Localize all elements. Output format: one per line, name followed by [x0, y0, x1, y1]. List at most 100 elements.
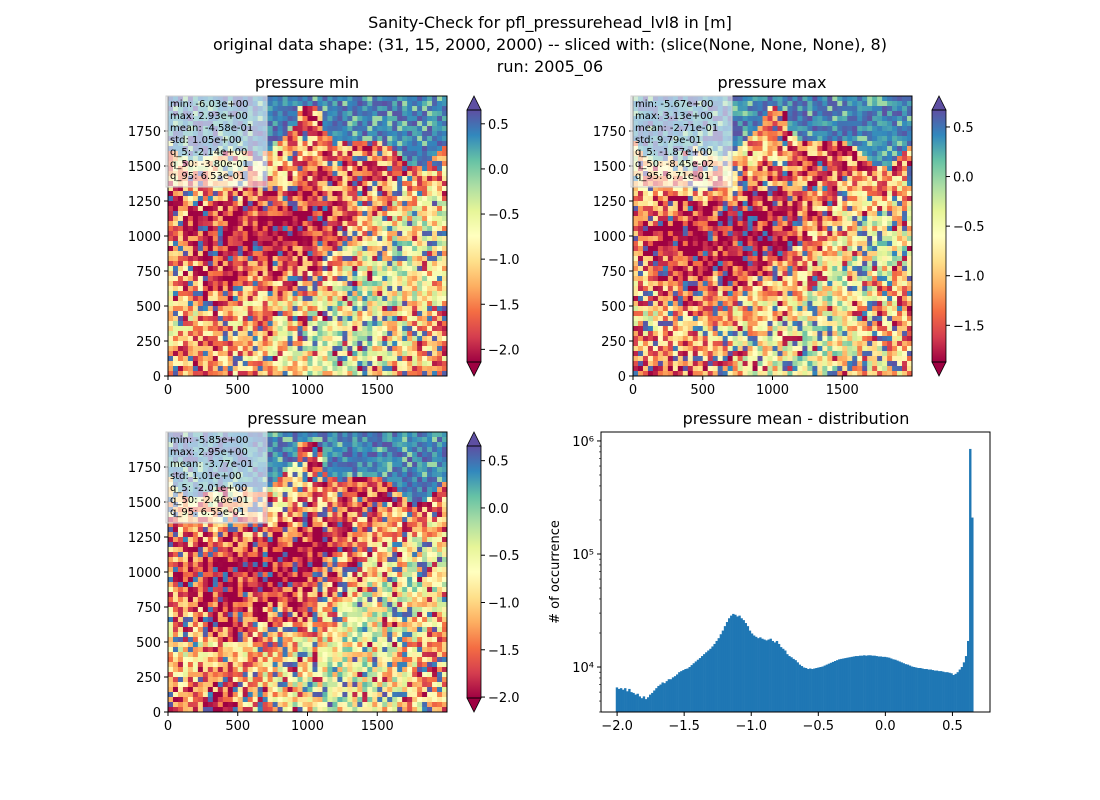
- x-tick-label: −1.5: [668, 719, 700, 734]
- histogram-bar: [890, 658, 893, 712]
- histogram-bar: [958, 669, 962, 712]
- histogram-bar: [734, 614, 737, 712]
- plot-frame: [600, 431, 991, 713]
- histogram-bar: [869, 655, 872, 712]
- stats-line: std: 9.79e-01: [635, 135, 702, 146]
- histogram-bar: [942, 671, 945, 712]
- histogram-bar: [786, 654, 789, 712]
- histogram-bar: [673, 676, 677, 712]
- y-tick-label: 1500: [128, 496, 161, 511]
- histogram-bar: [875, 656, 878, 712]
- histogram-bar: [690, 665, 693, 712]
- histogram-bar: [628, 688, 631, 712]
- histogram-bar: [877, 656, 881, 712]
- x-tick-label: 500: [690, 383, 715, 398]
- histogram-bar: [809, 668, 812, 712]
- histogram-bar: [800, 666, 804, 712]
- histogram-bar: [779, 647, 783, 712]
- histogram-bar: [902, 663, 905, 712]
- histogram-bar: [950, 673, 953, 712]
- histogram-bar: [848, 657, 851, 712]
- histogram-bar: [713, 643, 716, 712]
- histogram-bar: [865, 655, 868, 712]
- histogram-bar: [630, 692, 633, 712]
- colorbar-extend-max-arrow: [466, 95, 482, 111]
- colorbar-gradient: [467, 446, 481, 698]
- histogram-bar: [703, 654, 706, 712]
- y-tick-label: 1750: [593, 125, 626, 140]
- histogram-bar: [831, 661, 835, 712]
- histogram-bar: [881, 656, 885, 712]
- histogram-bar: [655, 688, 658, 712]
- colorbar-tick-label: −1.0: [488, 596, 520, 611]
- stats-line: q_5: -2.14e+00: [170, 147, 247, 158]
- colorbar-tick-label: −1.0: [953, 270, 985, 285]
- histogram-bar: [937, 671, 941, 712]
- histogram-bar: [944, 672, 947, 712]
- histogram-bar: [750, 633, 754, 712]
- histogram-bar: [634, 694, 637, 712]
- histogram-bar: [838, 659, 841, 712]
- x-tick-label: 0.5: [942, 719, 963, 734]
- figure-title-line-2: original data shape: (31, 15, 2000, 2000…: [213, 35, 887, 54]
- colorbar-frame: [931, 109, 947, 363]
- stats-line: std: 1.05e+00: [170, 135, 242, 146]
- histogram-bar: [806, 669, 810, 712]
- histogram-bar: [636, 693, 639, 712]
- colorbar-tick-label: 0.0: [488, 502, 509, 517]
- histogram-bar: [844, 658, 847, 712]
- histogram-bar: [684, 669, 687, 712]
- y-tick-label: 1000: [593, 230, 626, 245]
- histogram-bar: [619, 688, 623, 712]
- stats-line: max: 2.95e+00: [170, 447, 248, 458]
- histogram-bar: [917, 668, 920, 712]
- histogram-bar: [626, 691, 629, 712]
- histogram-bar: [933, 670, 937, 712]
- y-tick-label: 1750: [128, 125, 161, 140]
- histogram-bar: [617, 688, 621, 712]
- histogram-bar: [723, 626, 727, 712]
- histogram-bar: [621, 689, 625, 712]
- colorbar-extend-min-arrow: [466, 697, 482, 713]
- x-tick-label: 0: [629, 383, 637, 398]
- colorbar-tick-label: −2.0: [488, 343, 520, 358]
- y-tick-label: 1000: [128, 566, 161, 581]
- histogram-bar: [638, 696, 641, 712]
- histogram-bar: [696, 659, 700, 712]
- histogram-bar: [867, 655, 870, 712]
- histogram-bar: [923, 669, 926, 712]
- x-tick-label: 1500: [826, 383, 859, 398]
- histogram-bar: [740, 618, 743, 712]
- histogram-bar: [792, 658, 795, 712]
- stats-line: q_95: 6.53e-01: [170, 171, 245, 182]
- histogram-bar: [846, 657, 849, 712]
- y-tick-label: 750: [136, 265, 161, 280]
- histogram-bar: [763, 639, 766, 712]
- y-tick-label: 0: [153, 370, 161, 385]
- colorbar-tick-label: −1.0: [488, 253, 520, 268]
- heatmap-panel-pressure-max: pressure max 0 500 1000 1500 0 250 500 750 1000 1…: [593, 73, 985, 398]
- histogram-bar: [921, 668, 924, 712]
- y-tick-label: 1500: [128, 160, 161, 175]
- x-tick-label: 1000: [291, 383, 324, 398]
- stats-line: q_95: 6.71e-01: [635, 171, 710, 182]
- colorbar-gradient: [467, 110, 481, 362]
- colorbar: 0.5 0.0 −0.5 −1.0 −1.5: [931, 95, 985, 377]
- histogram-bar: [719, 634, 723, 712]
- figure-title-line-3: run: 2005_06: [496, 57, 604, 76]
- histogram-bar: [915, 667, 918, 712]
- stats-line: min: -5.67e+00: [635, 99, 714, 110]
- histogram-bar: [900, 662, 903, 712]
- colorbar-tick-label: −0.5: [953, 220, 985, 235]
- histogram-bar: [946, 672, 949, 712]
- colorbar-gradient: [932, 110, 946, 362]
- histogram-bar: [912, 667, 916, 712]
- panel-title: pressure min: [255, 73, 359, 92]
- colorbar-frame: [466, 109, 482, 363]
- histogram-bar: [939, 671, 943, 712]
- histogram-bar: [678, 672, 681, 712]
- panel-title: pressure max: [717, 73, 826, 92]
- histogram-bar: [663, 683, 666, 712]
- histogram-bar: [711, 646, 714, 712]
